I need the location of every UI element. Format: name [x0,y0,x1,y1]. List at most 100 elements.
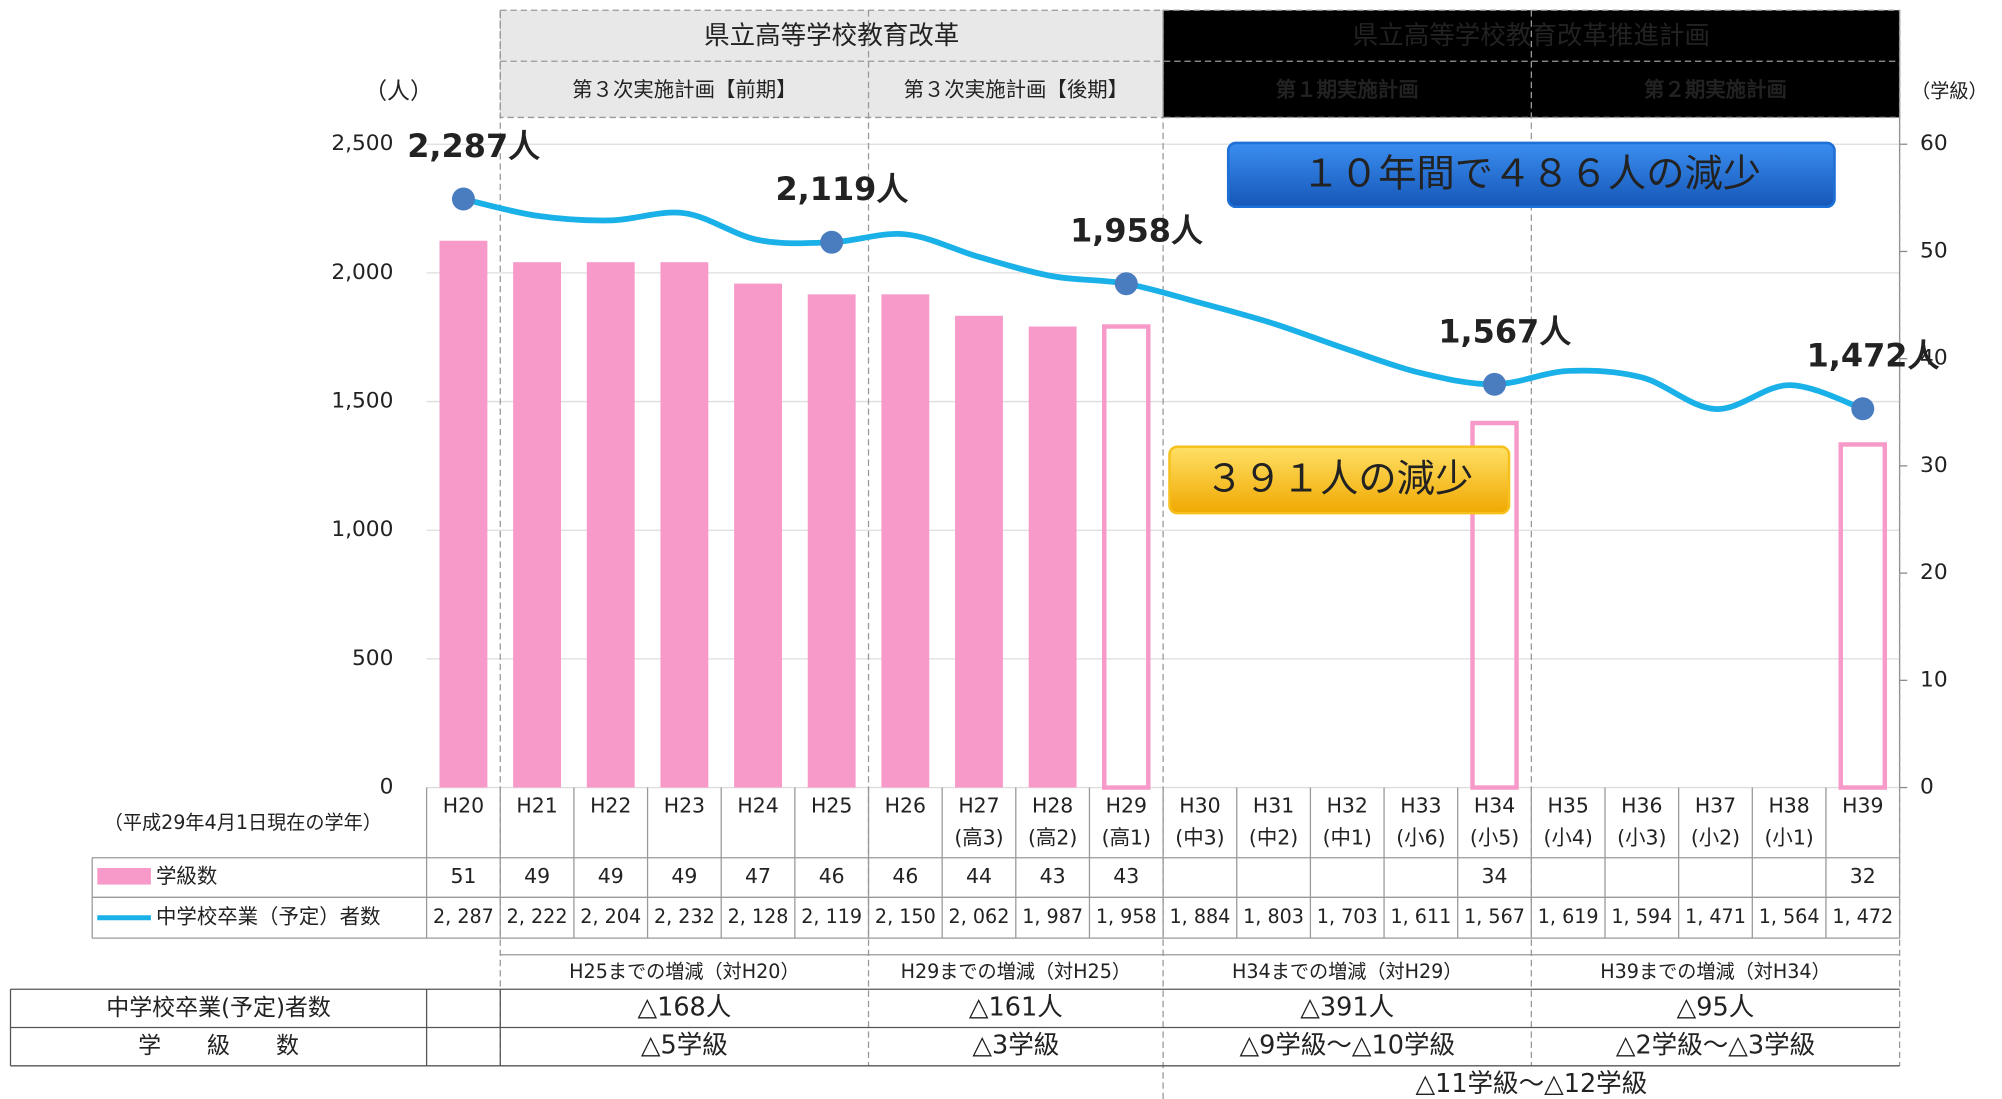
y2-tick-label: 10 [1920,667,1948,692]
summary-row-label: 学 級 数 [138,1033,299,1059]
y-tick-label: 1,000 [331,517,393,542]
x-tick-label: H22 [590,794,631,818]
x-tick-sublabel: (小5) [1470,826,1519,850]
legend-label: 学級数 [156,864,217,888]
table-cell: 1, 564 [1759,905,1820,928]
bar [1102,324,1151,790]
summary-header: H34までの増減（対H29） [1232,960,1462,983]
data-label: 1,567人 [1438,312,1571,350]
legend-swatch [97,867,151,885]
table-cell: 2, 150 [875,905,936,928]
bar [1028,326,1077,788]
x-tick-label: H35 [1548,794,1589,818]
x-tick-label: H30 [1179,794,1220,818]
x-tick-label: H39 [1842,794,1883,818]
table-cell: 46 [892,864,918,888]
bar [1838,442,1888,790]
bar [439,240,488,788]
y2-tick-label: 0 [1920,775,1934,800]
x-tick-label: H26 [885,794,926,818]
callout-text: ３９１人の減少 [1205,457,1473,502]
table-cell: 2, 222 [507,905,568,928]
x-tick-label: H34 [1474,794,1515,818]
x-tick-label: H33 [1400,794,1441,818]
table-cell: 46 [819,864,845,888]
bar [660,262,709,788]
bar [586,262,635,788]
table-cell: 2, 119 [801,905,862,928]
table-cell: 1, 567 [1464,905,1525,928]
table-cell: 2, 287 [433,905,494,928]
y-tick-label: 0 [380,775,394,800]
data-label: 2,287人 [407,127,540,165]
table-cell: 1, 803 [1243,905,1304,928]
y2-tick-label: 50 [1920,238,1948,263]
summary-cell: △95人 [1677,992,1755,1022]
data-label: 1,958人 [1070,212,1203,250]
x-tick-label: H20 [443,794,484,818]
table-cell: 1, 472 [1832,905,1893,928]
table-cell: 2, 128 [728,905,789,928]
table-cell: 43 [1113,864,1139,888]
period-subtitle: 第１期実施計画 [1276,78,1419,102]
callout-text: １０年間で４８６人の減少 [1302,152,1761,197]
x-tick-sublabel: (中3) [1175,826,1224,850]
summary-cell: △391人 [1300,992,1394,1022]
table-cell: 2, 232 [654,905,715,928]
y2-tick-label: 30 [1920,453,1948,478]
summary-cell: △168人 [637,992,731,1022]
table-cell: 34 [1482,864,1508,888]
callout-box [1168,445,1511,515]
table-cell: 2, 062 [949,905,1010,928]
callout-box [1226,141,1836,209]
table-cell: 1, 884 [1170,905,1231,928]
table-cell: 1, 703 [1317,905,1378,928]
table-cell: 43 [1040,864,1066,888]
bar [807,294,856,788]
x-tick-label: H38 [1768,794,1809,818]
marker [1114,272,1138,296]
x-tick-sublabel: (小4) [1544,826,1593,850]
x-tick-label: H37 [1695,794,1736,818]
x-tick-sublabel: (中2) [1249,826,1298,850]
table-cell: 44 [966,864,992,888]
table-cell: 1, 594 [1611,905,1672,928]
y-tick-label: 2,000 [331,260,393,285]
summary-cell: △5学級 [641,1031,728,1061]
legend-label: 中学校卒業（予定）者数 [156,905,380,929]
line [462,196,1864,412]
x-tick-label: H32 [1327,794,1368,818]
period-subtitle: 第３次実施計画【後期】 [904,78,1128,102]
y-tick-label: 500 [352,646,393,671]
x-tick-sublabel: (中1) [1323,826,1372,850]
y2-tick-label: 40 [1920,346,1948,371]
y-tick-label: 1,500 [331,389,393,414]
summary-cell: △161人 [969,992,1063,1022]
x-tick-sublabel: (小6) [1396,826,1445,850]
period-title: 県立高等学校教育改革 [704,21,959,51]
table-cell: 2, 204 [580,905,641,928]
x-tick-sublabel: (高1) [1102,826,1151,850]
x-tick-label: H28 [1032,794,1073,818]
table-cell: 1, 611 [1390,905,1451,928]
x-tick-label: H25 [811,794,852,818]
marker [820,230,844,254]
table-cell: 51 [450,864,476,888]
bar [881,294,930,788]
summary-cell: △9学級～△10学級 [1239,1031,1455,1061]
x-tick-sublabel: (小2) [1691,826,1740,850]
x-tick-label: H27 [958,794,999,818]
table-cell: 1, 619 [1538,905,1599,928]
marker [1483,372,1507,396]
table-cell: 47 [745,864,771,888]
summary-footer: △11学級～△12学級 [1415,1069,1647,1099]
x-tick-sublabel: (小1) [1764,826,1813,850]
y-tick-label: 2,500 [331,131,393,156]
x-tick-label: H21 [516,794,557,818]
marker [1851,397,1875,421]
note: （平成29年4月1日現在の学年） [104,811,382,834]
summary-header: H25までの増減（対H20） [569,960,799,983]
table-cell: 1, 987 [1022,905,1083,928]
table-cell: 49 [524,864,550,888]
